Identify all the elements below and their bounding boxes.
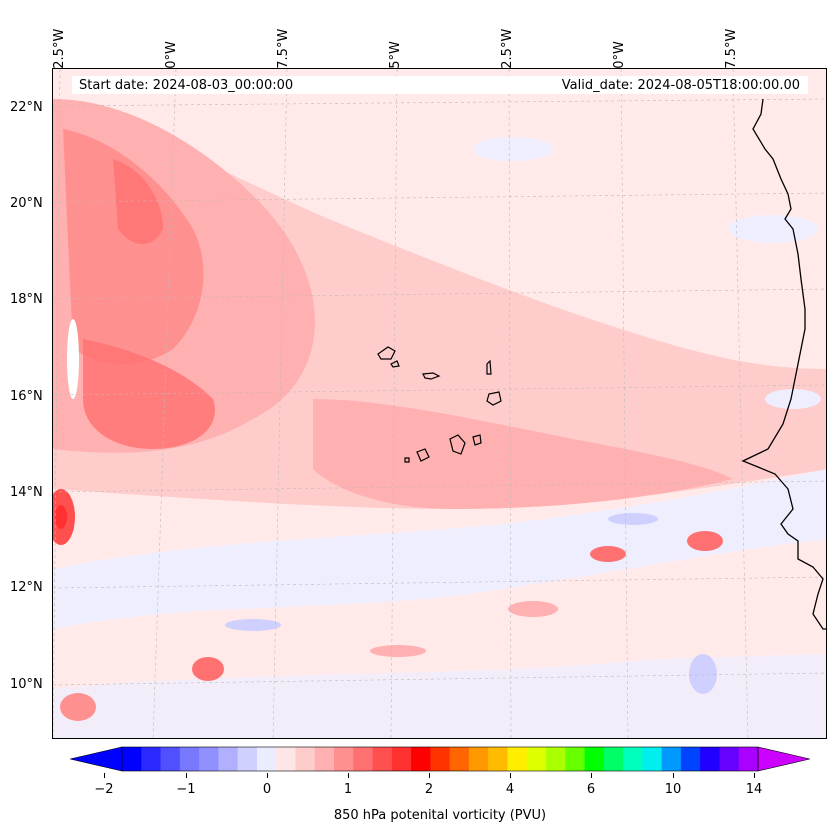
latitude-label: 22°N: [10, 100, 43, 115]
pv-field: [53, 69, 826, 738]
colorbar-segment: [449, 747, 470, 771]
colorbar-segment: [565, 747, 586, 771]
colorbar-extend-high: [757, 746, 810, 772]
colorbar-segment: [546, 747, 566, 771]
colorbar-segment: [430, 747, 451, 771]
colorbar-segment: [256, 747, 277, 771]
latitude-label: 18°N: [10, 292, 43, 307]
latitude-label: 20°N: [10, 196, 43, 211]
colorbar-segment: [141, 747, 162, 771]
colorbar-tick-label: −2: [94, 782, 114, 797]
colorbar-segment: [642, 747, 663, 771]
colorbar-tickmark: [104, 773, 105, 778]
colorbar-segment: [700, 747, 720, 771]
colorbar-segment: [603, 747, 624, 771]
colorbar-segment: [122, 747, 142, 771]
colorbar-segment: [738, 747, 759, 771]
map-panel: [52, 68, 827, 739]
colorbar-segment: [179, 747, 200, 771]
colorbar-tickmark: [267, 773, 268, 778]
colorbar-segment: [218, 747, 239, 771]
colorbar-segment: [623, 747, 643, 771]
start-date-label: Start date: 2024-08-03_00:00:00: [79, 78, 294, 93]
colorbar-tickmark: [754, 773, 755, 778]
colorbar-tick-label: 14: [745, 782, 763, 797]
colorbar-segment: [353, 747, 374, 771]
colorbar-segment: [372, 747, 393, 771]
latitude-label: 12°N: [10, 580, 43, 595]
cape-verde-islands: [377, 346, 502, 463]
african-coastline: [741, 98, 826, 630]
colorbar-label: 850 hPa potenital vorticity (PVU): [333, 808, 547, 823]
colorbar-extend-low: [70, 746, 123, 772]
colorbar-tickmark: [348, 773, 349, 778]
info-bar: [72, 76, 808, 94]
colorbar-segment: [160, 747, 181, 771]
colorbar-segment: [295, 747, 316, 771]
latitude-label: 16°N: [10, 389, 43, 404]
colorbar-tick-label: 0: [262, 782, 272, 797]
colorbar-segment: [411, 747, 431, 771]
colorbar-tick-label: 10: [664, 782, 682, 797]
colorbar-tickmark: [510, 773, 511, 778]
colorbar-tickmark: [591, 773, 592, 778]
colorbar-segment: [468, 747, 489, 771]
colorbar-tick-label: 6: [586, 782, 596, 797]
colorbar-segment: [334, 747, 354, 771]
colorbar-tickmark: [186, 773, 187, 778]
valid-date-label: Valid_date: 2024-08-05T18:00:00.00: [561, 78, 800, 93]
colorbar-segment: [199, 747, 219, 771]
colorbar-segment: [488, 747, 508, 771]
colorbar-segment: [314, 747, 335, 771]
colorbar-segment: [507, 747, 528, 771]
colorbar-tick-label: 1: [343, 782, 353, 797]
colorbar-segment: [391, 747, 412, 771]
colorbar: [70, 746, 810, 772]
colorbar-tick-label: 4: [505, 782, 515, 797]
colorbar-segment: [276, 747, 296, 771]
colorbar-segment: [584, 747, 605, 771]
colorbar-segment: [237, 747, 258, 771]
colorbar-segment: [719, 747, 740, 771]
colorbar-tickmark: [673, 773, 674, 778]
colorbar-segment: [526, 747, 547, 771]
colorbar-tick-label: −1: [176, 782, 196, 797]
latitude-label: 10°N: [10, 677, 43, 692]
colorbar-tick-label: 2: [424, 782, 434, 797]
colorbar-segment: [661, 747, 682, 771]
colorbar-segment: [680, 747, 701, 771]
latitude-label: 14°N: [10, 485, 43, 500]
colorbar-tickmark: [429, 773, 430, 778]
